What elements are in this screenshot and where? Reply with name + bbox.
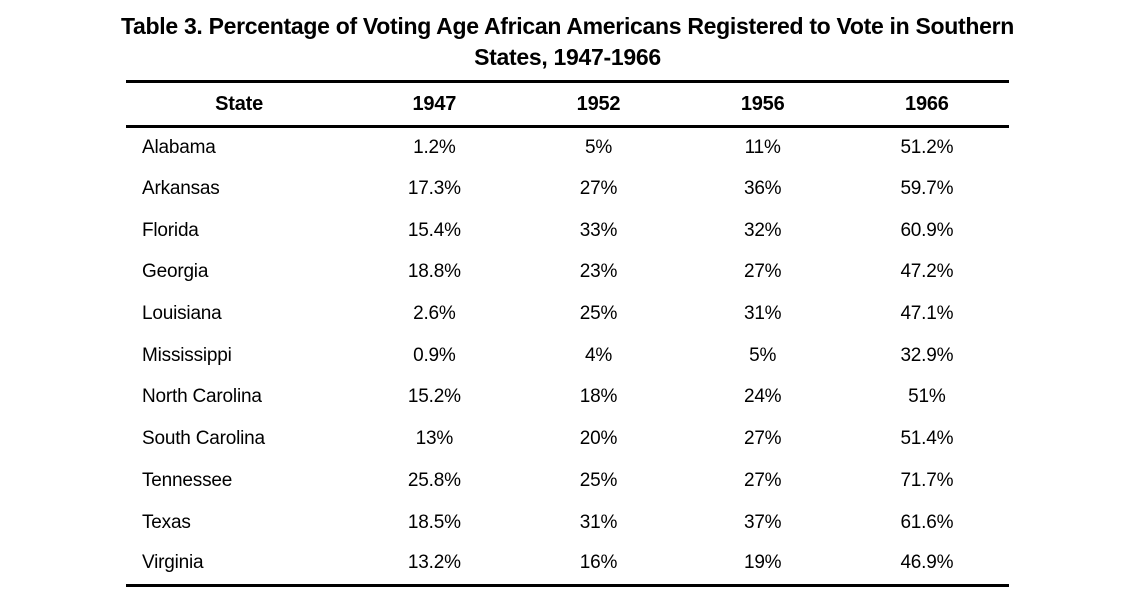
column-header-state: State (126, 81, 353, 128)
value-cell: 5% (749, 344, 777, 366)
value-cell: 13.2% (407, 552, 461, 574)
state-cell: North Carolina (142, 386, 262, 408)
value-cell: 27% (579, 178, 618, 200)
value-cell: 25% (579, 469, 618, 491)
value-cell: 5% (584, 137, 613, 159)
value-cell: 18% (579, 386, 618, 408)
state-cell: Virginia (142, 552, 204, 574)
value-cell: 1.2% (413, 137, 456, 159)
value-cell: 24% (743, 386, 782, 408)
value-cell: 51.2% (900, 137, 954, 159)
value-cell: 25.8% (407, 469, 461, 491)
value-cell: 31% (579, 511, 618, 533)
value-cell: 46.9% (900, 552, 954, 574)
table-row: Tennessee 25.8% 25% 27% 71.7% (126, 460, 1009, 502)
value-cell: 15.4% (407, 219, 461, 241)
value-cell: 17.3% (407, 178, 461, 200)
table-row: Alabama 1.2% 5% 11% 51.2% (126, 127, 1009, 169)
table-row: Louisiana 2.6% 25% 31% 47.1% (126, 293, 1009, 335)
value-cell: 36% (743, 178, 782, 200)
state-cell: Florida (142, 219, 199, 241)
column-header-1952: 1952 (516, 81, 681, 128)
state-cell: Alabama (142, 137, 216, 159)
value-cell: 2.6% (413, 303, 456, 325)
page-title-line-2: States, 1947-1966 (474, 44, 661, 70)
table-row: Mississippi 0.9% 4% 5% 32.9% (126, 335, 1009, 377)
value-cell: 61.6% (900, 511, 954, 533)
voter-registration-table: State 1947 1952 1956 1966 Alabama 1.2% 5% 1… (126, 80, 1009, 587)
state-cell: Mississippi (142, 344, 232, 366)
state-cell: Louisiana (142, 303, 222, 325)
value-cell: 59.7% (900, 178, 954, 200)
value-cell: 15.2% (407, 386, 461, 408)
value-cell: 47.2% (900, 261, 954, 283)
value-cell: 4% (584, 344, 613, 366)
column-header-1956: 1956 (680, 81, 845, 128)
state-cell: Texas (142, 511, 191, 533)
value-cell: 47.1% (900, 303, 954, 325)
value-cell: 11% (744, 137, 781, 159)
state-cell: Tennessee (142, 469, 233, 491)
value-cell: 20% (579, 428, 618, 450)
table-body: Alabama 1.2% 5% 11% 51.2% Arkansas 17.3% 27% 36%… (126, 127, 1009, 586)
value-cell: 27% (743, 428, 782, 450)
value-cell: 37% (743, 511, 782, 533)
state-cell: Georgia (142, 261, 209, 283)
value-cell: 32.9% (900, 344, 954, 366)
table-row: Virginia 13.2% 16% 19% 46.9% (126, 543, 1009, 585)
value-cell: 51.4% (900, 428, 954, 450)
value-cell: 60.9% (900, 219, 954, 241)
value-cell: 25% (579, 303, 618, 325)
value-cell: 27% (743, 261, 782, 283)
page-title-line-1: Table 3. Percentage of Voting Age Africa… (120, 13, 1015, 39)
value-cell: 27% (743, 469, 782, 491)
table-row: Georgia 18.8% 23% 27% 47.2% (126, 252, 1009, 294)
table-row: Arkansas 17.3% 27% 36% 59.7% (126, 168, 1009, 210)
table-header-row: State 1947 1952 1956 1966 (126, 81, 1009, 128)
value-cell: 23% (579, 261, 618, 283)
value-cell: 31% (743, 303, 782, 325)
table-row: South Carolina 13% 20% 27% 51.4% (126, 418, 1009, 460)
value-cell: 19% (743, 552, 782, 574)
value-cell: 18.8% (407, 261, 461, 283)
column-header-1947: 1947 (352, 81, 517, 128)
value-cell: 71.7% (900, 469, 954, 491)
table-row: Florida 15.4% 33% 32% 60.9% (126, 210, 1009, 252)
page-title: Table 3. Percentage of Voting Age Africa… (0, 0, 1135, 73)
value-cell: 18.5% (407, 511, 461, 533)
value-cell: 16% (579, 552, 618, 574)
table-row: North Carolina 15.2% 18% 24% 51% (126, 377, 1009, 419)
value-cell: 13% (415, 428, 454, 450)
table-row: Texas 18.5% 31% 37% 61.6% (126, 502, 1009, 544)
value-cell: 33% (579, 219, 618, 241)
column-header-1966: 1966 (844, 81, 1009, 128)
state-cell: South Carolina (142, 428, 265, 450)
state-cell: Arkansas (142, 178, 220, 200)
value-cell: 0.9% (413, 344, 456, 366)
value-cell: 32% (743, 219, 782, 241)
value-cell: 51% (908, 386, 946, 408)
